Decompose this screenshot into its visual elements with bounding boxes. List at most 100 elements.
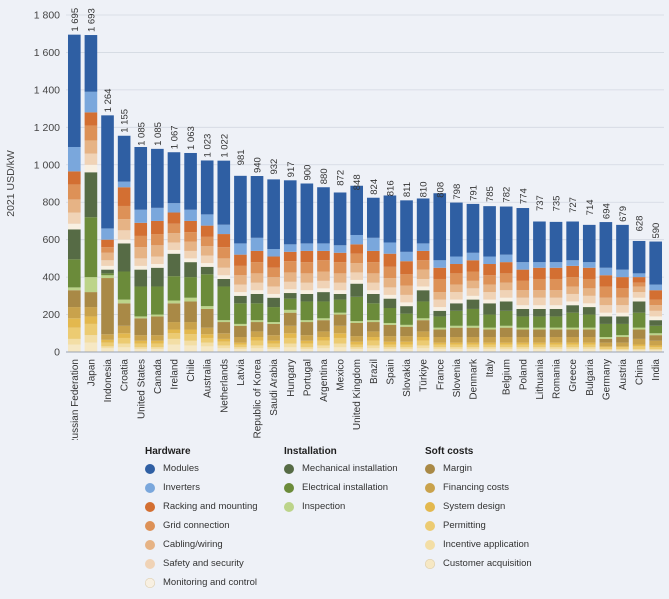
bar-segment-inspection: [599, 337, 613, 339]
bar-segment-cabling-wiring: [499, 282, 513, 291]
bar-segment-permitting: [300, 343, 314, 348]
bar-segment-monitoring-and-control: [234, 292, 247, 296]
bar-segment-financing-costs: [117, 325, 131, 334]
bar-segment-inverters: [267, 249, 280, 257]
bar-segment-system-design: [450, 342, 463, 345]
legend-swatch: [145, 577, 155, 588]
bar-segment-inspection: [649, 333, 663, 336]
bar-segment-permitting: [549, 344, 563, 348]
bar-segment-customer-acquisition: [433, 349, 447, 352]
bar-segment-electrical-installation: [151, 286, 164, 315]
bar-segment-customer-acquisition: [366, 348, 380, 352]
bar-segment-incentive-application: [383, 347, 397, 350]
bar-segment-modules: [101, 115, 114, 229]
bar-segment-inverters: [101, 228, 114, 240]
bar-segment-inspection: [84, 277, 98, 293]
bar-segment-inverters: [649, 284, 663, 291]
bar-segment-modules: [300, 183, 314, 244]
bar-segment-electrical-installation: [549, 316, 563, 328]
legend-item-inspection: Inspection: [284, 501, 345, 512]
bar-segment-system-design: [184, 329, 197, 335]
bar-segment-cabling-wiring: [167, 233, 181, 243]
bar-segment-incentive-application: [300, 347, 314, 350]
bar-segment-inverters: [333, 245, 347, 253]
bar-segment-racking-and-mounting: [549, 267, 563, 279]
bar-segment-cabling-wiring: [566, 286, 579, 294]
bar-segment-monitoring-and-control: [333, 290, 347, 294]
bar-segment-customer-acquisition: [616, 350, 629, 352]
bar-total-label: 1 693: [86, 8, 97, 32]
y-axis-title: 2021 USD/kW: [5, 150, 17, 217]
bar-segment-electrical-installation: [533, 316, 546, 328]
bar-segment-racking-and-mounting: [616, 277, 629, 289]
bar-segment-racking-and-mounting: [582, 267, 596, 279]
bar-segment-racking-and-mounting: [466, 260, 480, 272]
x-category-label: Slovenia: [452, 359, 463, 398]
bar-segment-electrical-installation: [649, 325, 663, 334]
bar-segment-modules: [234, 175, 247, 244]
bar-total-label: 811: [402, 182, 413, 197]
bar-segment-racking-and-mounting: [134, 222, 148, 236]
bar-segment-racking-and-mounting: [632, 277, 646, 283]
bar-segment-customer-acquisition: [200, 346, 214, 352]
legend-swatch: [425, 520, 435, 531]
bar-segment-racking-and-mounting: [167, 212, 181, 224]
bar-segment-cabling-wiring: [433, 292, 447, 300]
bar-segment-incentive-application: [582, 347, 596, 350]
bar-segment-monitoring-and-control: [267, 293, 280, 298]
bar-segment-inverters: [117, 181, 131, 188]
bar-segment-electrical-installation: [300, 301, 314, 321]
legend-swatch: [284, 482, 294, 493]
bar-segment-monitoring-and-control: [151, 264, 164, 268]
bar-segment-mechanical-installation: [632, 301, 646, 313]
bar-segment-permitting: [483, 344, 496, 348]
bar-segment-customer-acquisition: [84, 342, 98, 352]
bar-segment-customer-acquisition: [151, 349, 164, 352]
bar-segment-margin: [217, 322, 231, 334]
bar-segment-monitoring-and-control: [599, 312, 613, 317]
bar-total-label: 590: [651, 223, 662, 239]
bar-segment-safety-and-security: [134, 258, 148, 266]
bar-segment-racking-and-mounting: [450, 264, 463, 274]
bar-segment-financing-costs: [566, 337, 579, 343]
bar-segment-racking-and-mounting: [151, 220, 164, 235]
bar-segment-inverters: [499, 254, 513, 263]
bar-segment-safety-and-security: [217, 267, 231, 276]
legend-item-label: Grid connection: [163, 520, 230, 531]
bar-segment-financing-costs: [416, 331, 430, 338]
bar-segment-incentive-application: [416, 345, 430, 349]
bar-segment-permitting: [217, 341, 231, 346]
x-category-label: Türkiye: [419, 359, 430, 392]
bar-segment-financing-costs: [200, 327, 214, 335]
bar-segment-incentive-application: [333, 343, 347, 348]
bar-segment-racking-and-mounting: [599, 275, 613, 287]
bar-segment-permitting: [566, 344, 579, 348]
bar-segment-monitoring-and-control: [101, 265, 114, 270]
bar-segment-financing-costs: [134, 335, 148, 341]
bar-segment-margin: [599, 338, 613, 343]
bar-segment-incentive-application: [134, 347, 148, 350]
bar-segment-modules: [217, 160, 231, 225]
bar-segment-incentive-application: [400, 347, 413, 350]
bar-segment-cabling-wiring: [234, 275, 247, 285]
bar-total-label: 694: [601, 203, 612, 219]
bar-segment-margin: [616, 337, 629, 343]
bar-segment-permitting: [117, 337, 131, 344]
bar-segment-margin: [649, 335, 663, 341]
x-category-label: Slovakia: [402, 359, 413, 397]
bar-segment-cabling-wiring: [151, 245, 164, 257]
bar-segment-electrical-installation: [134, 286, 148, 317]
bar-segment-inspection: [400, 324, 413, 327]
bar-segment-incentive-application: [267, 347, 280, 350]
bar-segment-financing-costs: [632, 338, 646, 345]
bar-segment-mechanical-installation: [350, 283, 364, 297]
bar-segment-grid-connection: [549, 278, 563, 291]
bar-segment-inspection: [383, 322, 397, 325]
legend-swatch: [145, 539, 155, 550]
bar-segment-racking-and-mounting: [101, 239, 114, 248]
bar-total-label: 774: [518, 188, 529, 204]
bar-segment-cabling-wiring: [217, 258, 231, 268]
legend-swatch: [145, 501, 155, 512]
bar-segment-cabling-wiring: [84, 140, 98, 154]
bar-segment-modules: [117, 135, 131, 182]
